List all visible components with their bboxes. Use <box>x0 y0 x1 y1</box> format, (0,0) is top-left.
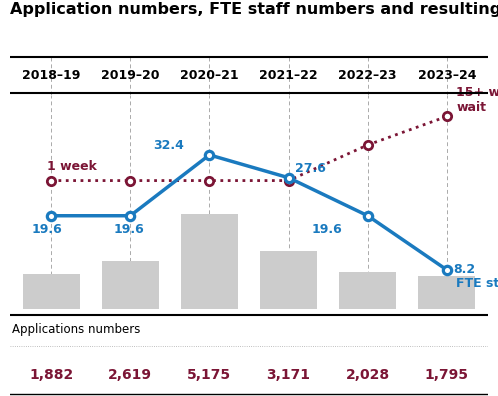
Bar <box>102 261 159 309</box>
Text: 1,882: 1,882 <box>29 368 73 382</box>
Bar <box>22 274 80 309</box>
Text: FTE staff: FTE staff <box>456 277 498 290</box>
Text: Application numbers, FTE staff numbers and resulting wait times: Application numbers, FTE staff numbers a… <box>10 2 498 17</box>
Bar <box>181 214 238 309</box>
Text: 2020–21: 2020–21 <box>180 69 239 82</box>
Text: 8.2: 8.2 <box>453 263 475 276</box>
Text: 15+ week
wait: 15+ week wait <box>456 86 498 114</box>
Text: 1 week: 1 week <box>47 160 97 173</box>
Text: 2,619: 2,619 <box>108 368 152 382</box>
Text: 2022–23: 2022–23 <box>339 69 397 82</box>
Text: 32.4: 32.4 <box>153 139 184 152</box>
Text: 5,175: 5,175 <box>187 368 232 382</box>
Text: 19.6: 19.6 <box>312 223 343 236</box>
Text: Applications numbers: Applications numbers <box>11 323 140 336</box>
Bar <box>260 251 317 309</box>
Text: 19.6: 19.6 <box>114 223 144 236</box>
Text: 2018–19: 2018–19 <box>22 69 80 82</box>
Text: 2023–24: 2023–24 <box>418 69 476 82</box>
Text: 2019–20: 2019–20 <box>101 69 159 82</box>
Text: 19.6: 19.6 <box>32 223 63 236</box>
Bar <box>339 272 396 309</box>
Text: 3,171: 3,171 <box>266 368 311 382</box>
Text: 27.6: 27.6 <box>295 162 326 175</box>
Text: 1,795: 1,795 <box>425 368 469 382</box>
Text: 2021–22: 2021–22 <box>259 69 318 82</box>
Bar <box>418 276 476 309</box>
Text: 2,028: 2,028 <box>346 368 390 382</box>
